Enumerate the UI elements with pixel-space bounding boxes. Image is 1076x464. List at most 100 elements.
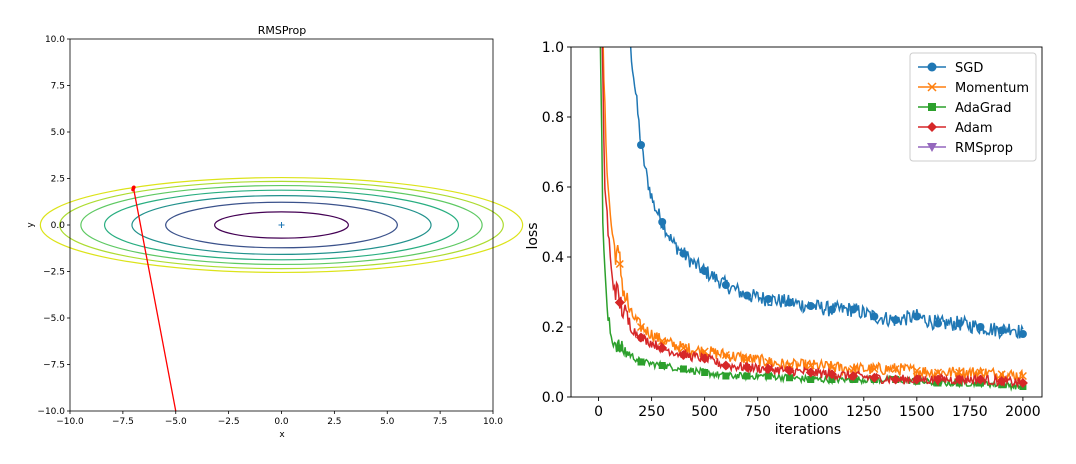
x-tick-label: 1750 xyxy=(952,404,988,420)
y-tick-label: 5.0 xyxy=(51,128,66,138)
x-tick-label: 1000 xyxy=(793,404,829,420)
marker-adam xyxy=(869,372,880,383)
marker-adagrad xyxy=(722,372,730,380)
x-tick-label: 2.5 xyxy=(327,417,341,427)
y-tick-label: 0.6 xyxy=(542,180,564,196)
marker-momentum xyxy=(997,370,1006,379)
legend-marker-rmsprop xyxy=(927,143,937,152)
x-tick-label: 500 xyxy=(691,404,718,420)
marker-momentum xyxy=(658,336,667,346)
marker-momentum xyxy=(849,364,858,374)
marker-sgd xyxy=(679,249,688,258)
y-tick-label: 0.2 xyxy=(542,320,564,336)
series-line-sgd xyxy=(629,47,1024,340)
marker-momentum xyxy=(1018,371,1027,381)
x-tick-label: −5.0 xyxy=(165,417,187,427)
marker-adam xyxy=(720,360,731,371)
y-tick-label: 7.5 xyxy=(51,82,65,92)
marker-adam xyxy=(678,350,689,360)
marker-adam xyxy=(763,364,774,374)
marker-adam xyxy=(890,374,901,385)
loss-y-ticks: 0.0 0.2 0.4 0.6 0.8 1.0 xyxy=(542,40,571,406)
x-tick-label: 0.0 xyxy=(274,417,289,427)
x-tick-label: 7.5 xyxy=(433,417,447,427)
marker-adam xyxy=(826,369,837,380)
marker-momentum xyxy=(912,366,921,375)
x-tick-label: 750 xyxy=(744,404,771,420)
marker-sgd xyxy=(912,312,921,321)
marker-sgd xyxy=(637,141,646,149)
marker-adam xyxy=(996,376,1007,387)
marker-momentum xyxy=(827,363,836,372)
x-tick-label: 250 xyxy=(638,404,665,420)
marker-adam xyxy=(636,332,647,343)
series-line-momentum xyxy=(602,47,1024,384)
legend-label-sgd: SGD xyxy=(955,61,983,76)
optimizer-path xyxy=(131,185,177,412)
marker-momentum xyxy=(955,368,964,377)
contour-title: RMSProp xyxy=(258,24,307,37)
contour-x-label: x xyxy=(279,430,285,440)
marker-adam xyxy=(933,374,944,385)
marker-adam xyxy=(805,367,816,378)
marker-adagrad xyxy=(637,358,645,366)
marker-sgd xyxy=(849,305,858,314)
marker-sgd xyxy=(1018,330,1027,338)
loss-chart: 0 250 500 750 1000 1250 1500 1750 2000 0.0 0.2 0.4… xyxy=(525,40,1043,438)
marker-sgd xyxy=(721,281,730,289)
marker-sgd xyxy=(955,319,964,328)
marker-sgd xyxy=(934,319,943,328)
legend-label-adam: Adam xyxy=(955,121,993,136)
marker-adam xyxy=(657,343,668,353)
legend-marker-momentum xyxy=(927,82,937,92)
y-tick-label: −2.5 xyxy=(43,268,65,278)
y-tick-label: −10.0 xyxy=(37,407,65,417)
x-tick-label: 10.0 xyxy=(483,417,503,427)
marker-sgd xyxy=(658,218,667,226)
marker-adam xyxy=(614,297,625,308)
marker-adam xyxy=(1017,378,1028,388)
marker-adam xyxy=(954,374,965,385)
loss-y-label: loss xyxy=(525,222,541,249)
minimum-marker xyxy=(278,222,285,228)
legend-marker-adam xyxy=(927,122,937,132)
y-tick-label: 0.4 xyxy=(542,250,564,266)
x-tick-label: −7.5 xyxy=(112,417,134,427)
loss-axes-frame xyxy=(570,46,1043,398)
x-tick-label: 2000 xyxy=(1005,404,1041,420)
marker-adagrad xyxy=(828,376,836,383)
x-tick-label: −10.0 xyxy=(56,417,84,427)
contour-level-5 xyxy=(59,180,504,270)
marker-adagrad xyxy=(743,372,751,380)
path-point-2 xyxy=(132,185,136,190)
marker-momentum xyxy=(743,354,752,363)
marker-adagrad xyxy=(658,362,666,369)
marker-momentum xyxy=(976,368,985,377)
marker-adam xyxy=(911,374,922,385)
y-tick-label: 10.0 xyxy=(45,35,65,45)
marker-adagrad xyxy=(764,372,772,380)
marker-sgd xyxy=(827,305,836,314)
y-tick-label: 2.5 xyxy=(51,175,65,185)
marker-sgd xyxy=(785,298,794,307)
contour-level-3 xyxy=(103,189,460,261)
contour-level-4 xyxy=(80,184,483,266)
marker-adam xyxy=(784,365,795,376)
marker-momentum xyxy=(764,357,773,367)
x-tick-label: 5.0 xyxy=(380,417,395,427)
legend-label-rmsprop: RMSprop xyxy=(955,141,1013,156)
contour-y-label: y xyxy=(26,222,36,228)
marker-sgd xyxy=(764,295,773,303)
marker-adagrad xyxy=(616,344,624,352)
legend-label-adagrad: AdaGrad xyxy=(955,101,1012,116)
legend-marker-adagrad xyxy=(928,103,936,111)
loss-series xyxy=(599,47,1028,392)
y-tick-label: 0.0 xyxy=(542,390,564,406)
x-tick-label: 0 xyxy=(594,404,603,420)
contour-y-ticks: −10.0 −7.5 −5.0 −2.5 0.0 2.5 5.0 7.5 10.0 xyxy=(37,35,70,417)
marker-momentum xyxy=(636,322,646,332)
y-tick-label: −7.5 xyxy=(43,361,65,371)
marker-momentum xyxy=(934,368,943,377)
contour-level-1 xyxy=(165,201,398,249)
